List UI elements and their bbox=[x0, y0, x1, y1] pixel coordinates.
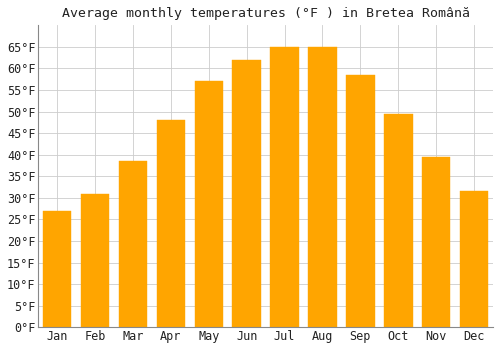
Title: Average monthly temperatures (°F ) in Bretea Română: Average monthly temperatures (°F ) in Br… bbox=[62, 7, 470, 20]
Bar bbox=[308, 47, 336, 327]
Bar bbox=[194, 81, 223, 327]
Bar bbox=[270, 47, 299, 327]
Bar bbox=[119, 161, 147, 327]
Bar bbox=[156, 120, 185, 327]
Bar bbox=[422, 157, 450, 327]
Bar bbox=[460, 191, 488, 327]
Bar bbox=[43, 211, 72, 327]
Bar bbox=[384, 114, 412, 327]
Bar bbox=[232, 60, 261, 327]
Bar bbox=[81, 194, 110, 327]
Bar bbox=[346, 75, 374, 327]
